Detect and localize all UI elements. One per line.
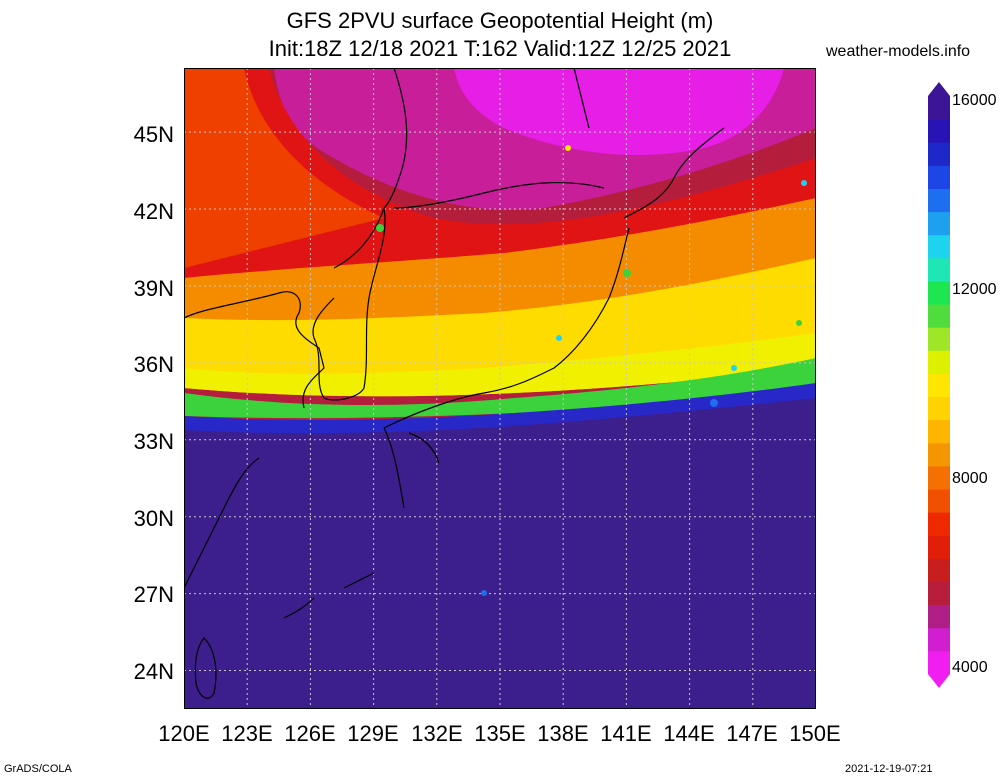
colorbar-segment [928, 96, 950, 120]
lon-label-120e: 120E [158, 721, 210, 746]
coastline-russia [383, 68, 605, 209]
lat-label-24n: 24N [133, 659, 174, 684]
lat-label-36n: 36N [133, 352, 174, 377]
colorbar-segment [928, 350, 950, 374]
band-orange-red [184, 68, 384, 268]
colorbar-segment [928, 165, 950, 189]
colorbar-segment [928, 489, 950, 513]
footer-software: GrADS/COLA [4, 763, 72, 775]
colorbar-segment [928, 650, 950, 675]
footer-timestamp: 2021-12-19-07:21 [845, 763, 933, 775]
colorbar-segment [928, 396, 950, 421]
credit-text: weather-models.info [826, 43, 971, 60]
coastline-sakhalin [573, 68, 590, 129]
coastline-china [184, 291, 325, 589]
lat-label-42n: 42N [133, 199, 174, 224]
colorbar-segment [928, 304, 950, 328]
colorbar-segment [928, 558, 950, 583]
noise-spots [376, 145, 807, 596]
colorbar-segment [928, 627, 950, 652]
colorbar-segment [928, 327, 950, 351]
coastline-ryukyu [283, 572, 375, 619]
lon-label-147e: 147E [726, 721, 778, 746]
coastline-japan [383, 127, 725, 509]
lat-label-30n: 30N [133, 506, 174, 531]
colorbar-segment [928, 604, 950, 629]
band-yellow-light [184, 333, 816, 397]
lon-label-141e: 141E [600, 721, 652, 746]
colorbar-segment [928, 257, 950, 282]
colorbar-segment [928, 234, 950, 259]
colorbar-segment [928, 442, 950, 467]
band-pink [454, 68, 784, 156]
coastline-taiwan [194, 637, 217, 699]
lat-label-39n: 39N [133, 276, 174, 301]
map-panel [184, 68, 816, 709]
colorbar-top-arrow [928, 82, 950, 96]
title-line-1: GFS 2PVU surface Geopotential Height (m) [286, 8, 714, 33]
colorbar-label-4000: 4000 [952, 659, 988, 676]
colorbar-label-8000: 8000 [952, 470, 988, 487]
lon-label-150e: 150E [789, 721, 841, 746]
lon-label-123e: 123E [221, 721, 273, 746]
coastlines [184, 68, 725, 699]
coastline-korea [312, 207, 386, 401]
lat-label-27n: 27N [133, 582, 174, 607]
lon-label-126e: 126E [284, 721, 336, 746]
colorbar-segment [928, 465, 950, 490]
lat-label-45n: 45N [133, 122, 174, 147]
colorbar-segment [928, 188, 950, 213]
title-line-2: Init:18Z 12/18 2021 T:162 Valid:12Z 12/2… [268, 36, 732, 61]
colorbar-label-16000: 16000 [952, 92, 997, 109]
lat-label-33n: 33N [133, 429, 174, 454]
colorbar-segment [928, 373, 950, 398]
colorbar-segment [928, 512, 950, 536]
map-frame [184, 68, 816, 709]
lon-label-138e: 138E [537, 721, 589, 746]
lon-label-144e: 144E [663, 721, 715, 746]
colorbar-segment [928, 280, 950, 305]
colorbar [928, 82, 950, 688]
colorbar-bottom-arrow [928, 674, 950, 688]
colorbar-segment [928, 142, 950, 166]
colorbar-segment [928, 211, 950, 236]
colorbar-segment [928, 535, 950, 559]
lon-label-135e: 135E [474, 721, 526, 746]
colorbar-segment [928, 119, 950, 143]
colorbar-segment [928, 581, 950, 606]
lon-label-132e: 132E [411, 721, 463, 746]
lon-label-129e: 129E [347, 721, 399, 746]
colorbar-segment [928, 419, 950, 444]
colorbar-label-12000: 12000 [952, 281, 997, 298]
